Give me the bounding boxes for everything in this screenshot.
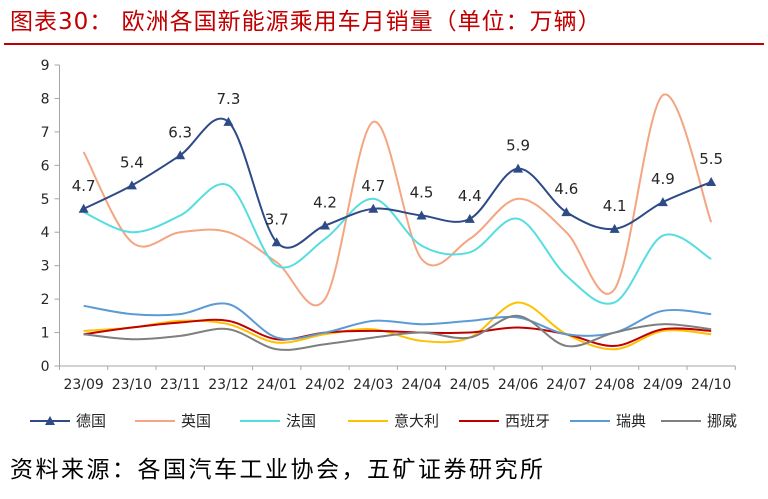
x-tick-label: 24/07	[546, 377, 586, 393]
legend-marker-triangle	[45, 416, 55, 425]
x-tick-label: 24/01	[257, 377, 297, 393]
y-tick-label: 9	[41, 58, 50, 74]
y-tick-label: 7	[41, 125, 50, 141]
legend-label: 西班牙	[505, 412, 550, 430]
data-label-germany: 4.2	[313, 194, 337, 212]
legend-item-norway: 挪威	[661, 412, 737, 430]
x-tick-label: 23/10	[112, 377, 152, 393]
y-tick-label: 1	[41, 326, 50, 342]
data-label-germany: 4.7	[361, 177, 385, 195]
title-underline	[4, 43, 764, 45]
legend-label: 意大利	[394, 412, 439, 430]
data-point-germany	[561, 207, 572, 217]
x-tick-label: 24/10	[691, 377, 731, 393]
x-tick-label: 23/12	[208, 377, 248, 393]
series-lines	[82, 93, 713, 351]
data-label-germany: 4.1	[603, 197, 627, 215]
y-tick-label: 8	[41, 91, 50, 107]
data-point-germany	[126, 180, 137, 190]
y-tick-label: 6	[41, 158, 50, 174]
data-label-germany: 7.3	[217, 90, 241, 108]
legend-item-sweden: 瑞典	[570, 412, 646, 430]
data-label-germany: 6.3	[168, 123, 192, 141]
chart-title: 图表30： 欧洲各国新能源乘用车月销量（单位：万辆）	[10, 9, 602, 35]
legend-label: 德国	[76, 412, 106, 430]
series-line-italy	[83, 301, 712, 351]
series-line-spain	[83, 318, 712, 347]
data-label-germany: 4.4	[458, 187, 482, 205]
data-point-germany	[271, 237, 282, 247]
data-point-germany	[368, 203, 379, 213]
data-label-germany: 3.7	[265, 210, 289, 228]
data-point-germany	[657, 197, 668, 207]
legend-item-uk: 英国	[135, 412, 211, 430]
y-tick-label: 5	[41, 192, 50, 208]
x-tick-label: 24/04	[401, 377, 441, 393]
x-tick-label: 23/09	[63, 377, 103, 393]
data-label-germany: 5.9	[506, 137, 530, 155]
data-points	[78, 116, 717, 247]
x-tick-label: 24/03	[353, 377, 393, 393]
x-tick-labels: 23/09 23/10 23/11 23/12 24/01 24/02 24/03 24/04…	[63, 377, 731, 393]
legend-item-italy: 意大利	[348, 412, 439, 430]
y-tick-label: 3	[41, 259, 50, 275]
y-tick-label: 2	[41, 292, 50, 308]
x-tick-label: 23/11	[160, 377, 200, 393]
data-point-germany	[319, 220, 330, 230]
data-point-germany	[223, 116, 234, 126]
data-labels: 4.7 5.4 6.3 7.3 3.7 4.2 4.7 4.5 4.4 5.9 4.6 4.1 4.9 5…	[72, 90, 723, 228]
series-line-france	[83, 182, 712, 305]
data-point-germany	[464, 213, 475, 223]
y-tick-label: 0	[41, 359, 50, 375]
data-label-germany: 4.7	[72, 177, 96, 195]
data-label-germany: 5.5	[699, 150, 723, 168]
x-tick-label: 24/02	[305, 377, 345, 393]
legend-item-spain: 西班牙	[459, 412, 550, 430]
legend-label: 瑞典	[616, 412, 646, 430]
data-label-germany: 4.9	[651, 170, 675, 188]
data-point-germany	[175, 150, 186, 160]
data-label-germany: 4.6	[554, 180, 578, 198]
series-line-germany	[83, 117, 712, 249]
y-tick-labels: 0 1 2 3 4 5 6 7 8 9	[41, 58, 50, 375]
series-line-norway	[83, 314, 712, 351]
source-note: 资料来源：各国汽车工业协会，五矿证券研究所	[10, 457, 546, 483]
data-point-germany	[78, 203, 89, 213]
data-label-germany: 5.4	[120, 153, 144, 171]
x-tick-label: 24/09	[643, 377, 683, 393]
x-tick-label: 24/05	[450, 377, 490, 393]
data-point-germany	[416, 210, 427, 220]
legend: 德国 英国 法国 意大利 西班牙 瑞典 挪威	[30, 412, 737, 430]
data-point-germany	[706, 177, 717, 187]
legend-item-germany: 德国	[30, 412, 106, 430]
legend-item-france: 法国	[240, 412, 316, 430]
data-point-germany	[609, 223, 620, 233]
x-tick-label: 24/06	[498, 377, 538, 393]
data-label-germany: 4.5	[410, 184, 434, 202]
series-line-uk	[82, 93, 713, 307]
legend-label: 挪威	[707, 412, 737, 430]
x-tick-label: 24/08	[594, 377, 634, 393]
data-point-germany	[513, 163, 524, 173]
axes	[54, 64, 736, 370]
legend-label: 英国	[181, 412, 211, 430]
y-tick-label: 4	[41, 225, 50, 241]
legend-label: 法国	[286, 412, 316, 430]
